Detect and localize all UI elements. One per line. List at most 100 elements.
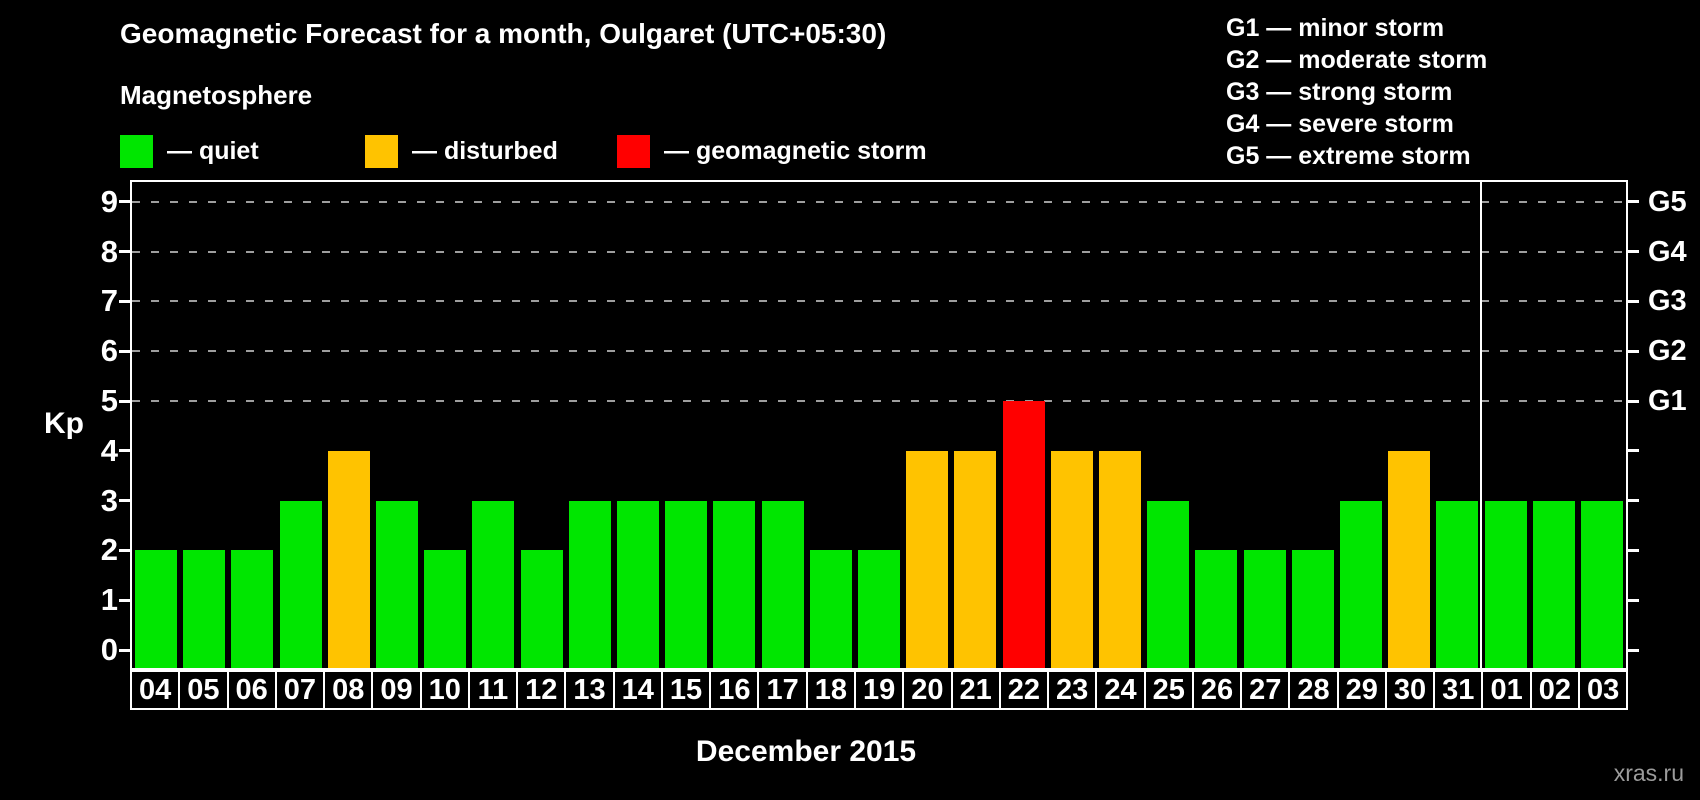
- left-axis-tick-kp4: [119, 449, 130, 453]
- kp-bar-25: [1147, 500, 1190, 668]
- right-axis-tick-kp0: [1628, 648, 1639, 652]
- legend-item-storm: — geomagnetic storm: [617, 133, 927, 169]
- day-label-22: 22: [998, 670, 1050, 710]
- gridline-kp9: [132, 200, 1626, 203]
- right-axis-tick-kp3: [1628, 499, 1639, 503]
- magnetosphere-legend-title: Magnetosphere: [120, 80, 313, 110]
- left-axis-tick-kp8: [119, 250, 130, 254]
- g-scale-label-g4: G4: [1648, 235, 1687, 268]
- g-scale-label-g1: G1: [1648, 385, 1687, 417]
- day-label-15: 15: [660, 670, 712, 710]
- left-axis-tick-kp2: [119, 548, 130, 552]
- kp-bar-12: [520, 550, 563, 668]
- kp-bar-07: [279, 500, 322, 668]
- kp-bar-chart-plot-area: [130, 180, 1628, 670]
- storm-scale-line-g4: G4 — severe storm: [1226, 110, 1454, 138]
- storm-scale-line-g1: G1 — minor storm: [1226, 14, 1445, 42]
- day-label-02: 02: [1529, 670, 1580, 710]
- kp-bar-31: [1436, 500, 1479, 668]
- day-label-08: 08: [323, 670, 374, 710]
- storm-scale-legend: G1 — minor storm G2 — moderate storm G3 — …: [1226, 12, 1487, 172]
- kp-bar-13: [568, 500, 611, 668]
- day-label-07: 07: [274, 670, 326, 710]
- page-title: Geomagnetic Forecast for a month, Oulgar…: [120, 18, 887, 49]
- y-tick-label-6: 6: [100, 333, 118, 369]
- left-axis-tick-kp0: [119, 648, 130, 652]
- day-label-06: 06: [226, 670, 277, 710]
- kp-bar-19: [858, 550, 900, 668]
- kp-bar-01: [1484, 500, 1527, 668]
- g-scale-label-g5: G5: [1648, 185, 1687, 218]
- day-label-21: 21: [950, 670, 1001, 710]
- day-label-27: 27: [1240, 670, 1291, 710]
- day-label-11: 11: [467, 670, 519, 710]
- right-axis-tick-kp8: [1628, 250, 1639, 254]
- kp-bar-30: [1388, 450, 1431, 668]
- legend-label-storm: — geomagnetic storm: [664, 136, 927, 165]
- kp-bar-02: [1532, 500, 1575, 668]
- storm-scale-line-g5: G5 — extreme storm: [1226, 142, 1471, 170]
- day-label-05: 05: [178, 670, 229, 710]
- day-label-09: 09: [371, 670, 422, 710]
- legend-label-quiet: — quiet: [167, 136, 259, 165]
- right-axis-tick-kp6: [1628, 349, 1639, 353]
- day-label-31: 31: [1433, 670, 1484, 710]
- y-tick-label-8: 8: [100, 233, 118, 269]
- kp-bar-23: [1050, 450, 1093, 668]
- day-label-16: 16: [709, 670, 760, 710]
- x-axis-title: December 2015: [695, 735, 917, 768]
- kp-bar-14: [617, 500, 660, 668]
- kp-bar-11: [472, 500, 515, 668]
- left-axis-tick-kp3: [119, 499, 130, 503]
- kp-bar-09: [376, 500, 419, 668]
- storm-scale-line-g2: G2 — moderate storm: [1226, 46, 1488, 74]
- y-tick-label-9: 9: [100, 183, 118, 219]
- right-axis-tick-kp7: [1628, 299, 1639, 303]
- day-label-23: 23: [1047, 670, 1098, 710]
- kp-bar-15: [665, 500, 708, 668]
- kp-bar-18: [809, 550, 852, 668]
- left-axis-tick-kp1: [119, 598, 130, 602]
- kp-bar-05: [183, 550, 226, 668]
- kp-bar-17: [761, 500, 804, 668]
- kp-bar-22: [1002, 401, 1045, 668]
- legend-label-disturbed: — disturbed: [412, 136, 558, 165]
- g-scale-label-g2: G2: [1648, 335, 1687, 368]
- right-axis-tick-kp2: [1628, 548, 1639, 552]
- right-axis-tick-kp1: [1628, 598, 1639, 602]
- y-tick-label-3: 3: [100, 482, 118, 518]
- right-axis-tick-kp5: [1628, 399, 1639, 403]
- kp-bar-16: [713, 500, 756, 668]
- legend-item-disturbed: — disturbed: [365, 133, 558, 169]
- y-tick-label-7: 7: [100, 283, 118, 319]
- day-label-19: 19: [853, 670, 905, 710]
- left-axis-tick-kp9: [119, 200, 130, 204]
- kp-bar-24: [1098, 450, 1141, 668]
- day-label-26: 26: [1191, 670, 1243, 710]
- y-axis-title: Kp: [44, 407, 84, 440]
- legend-swatch-quiet: [120, 134, 153, 168]
- gridline-kp5: [132, 400, 1626, 402]
- gridline-kp7: [132, 300, 1626, 303]
- month-separator-line: [1480, 182, 1483, 668]
- kp-bar-06: [231, 550, 274, 668]
- legend-swatch-disturbed: [365, 134, 398, 168]
- x-axis-day-labels: 04 05 06 07 08 09 10 11 12 13 14 15 16 17 18 19 20 21 22 23…: [130, 670, 1629, 710]
- y-tick-label-1: 1: [100, 582, 118, 618]
- day-label-10: 10: [419, 670, 470, 710]
- day-label-24: 24: [1095, 670, 1146, 710]
- day-label-04: 04: [130, 670, 181, 710]
- left-axis-tick-kp5: [119, 399, 130, 403]
- day-label-13: 13: [564, 670, 615, 710]
- day-label-18: 18: [805, 670, 856, 710]
- day-label-01: 01: [1481, 670, 1532, 710]
- day-label-25: 25: [1143, 670, 1194, 710]
- kp-bar-20: [906, 450, 949, 668]
- legend-swatch-storm: [617, 134, 650, 168]
- gridline-kp8: [132, 250, 1626, 253]
- g-scale-label-g3: G3: [1648, 285, 1687, 318]
- y-tick-label-5: 5: [100, 383, 118, 418]
- y-tick-label-2: 2: [100, 532, 118, 568]
- kp-bar-03: [1580, 500, 1623, 668]
- day-label-14: 14: [612, 670, 663, 710]
